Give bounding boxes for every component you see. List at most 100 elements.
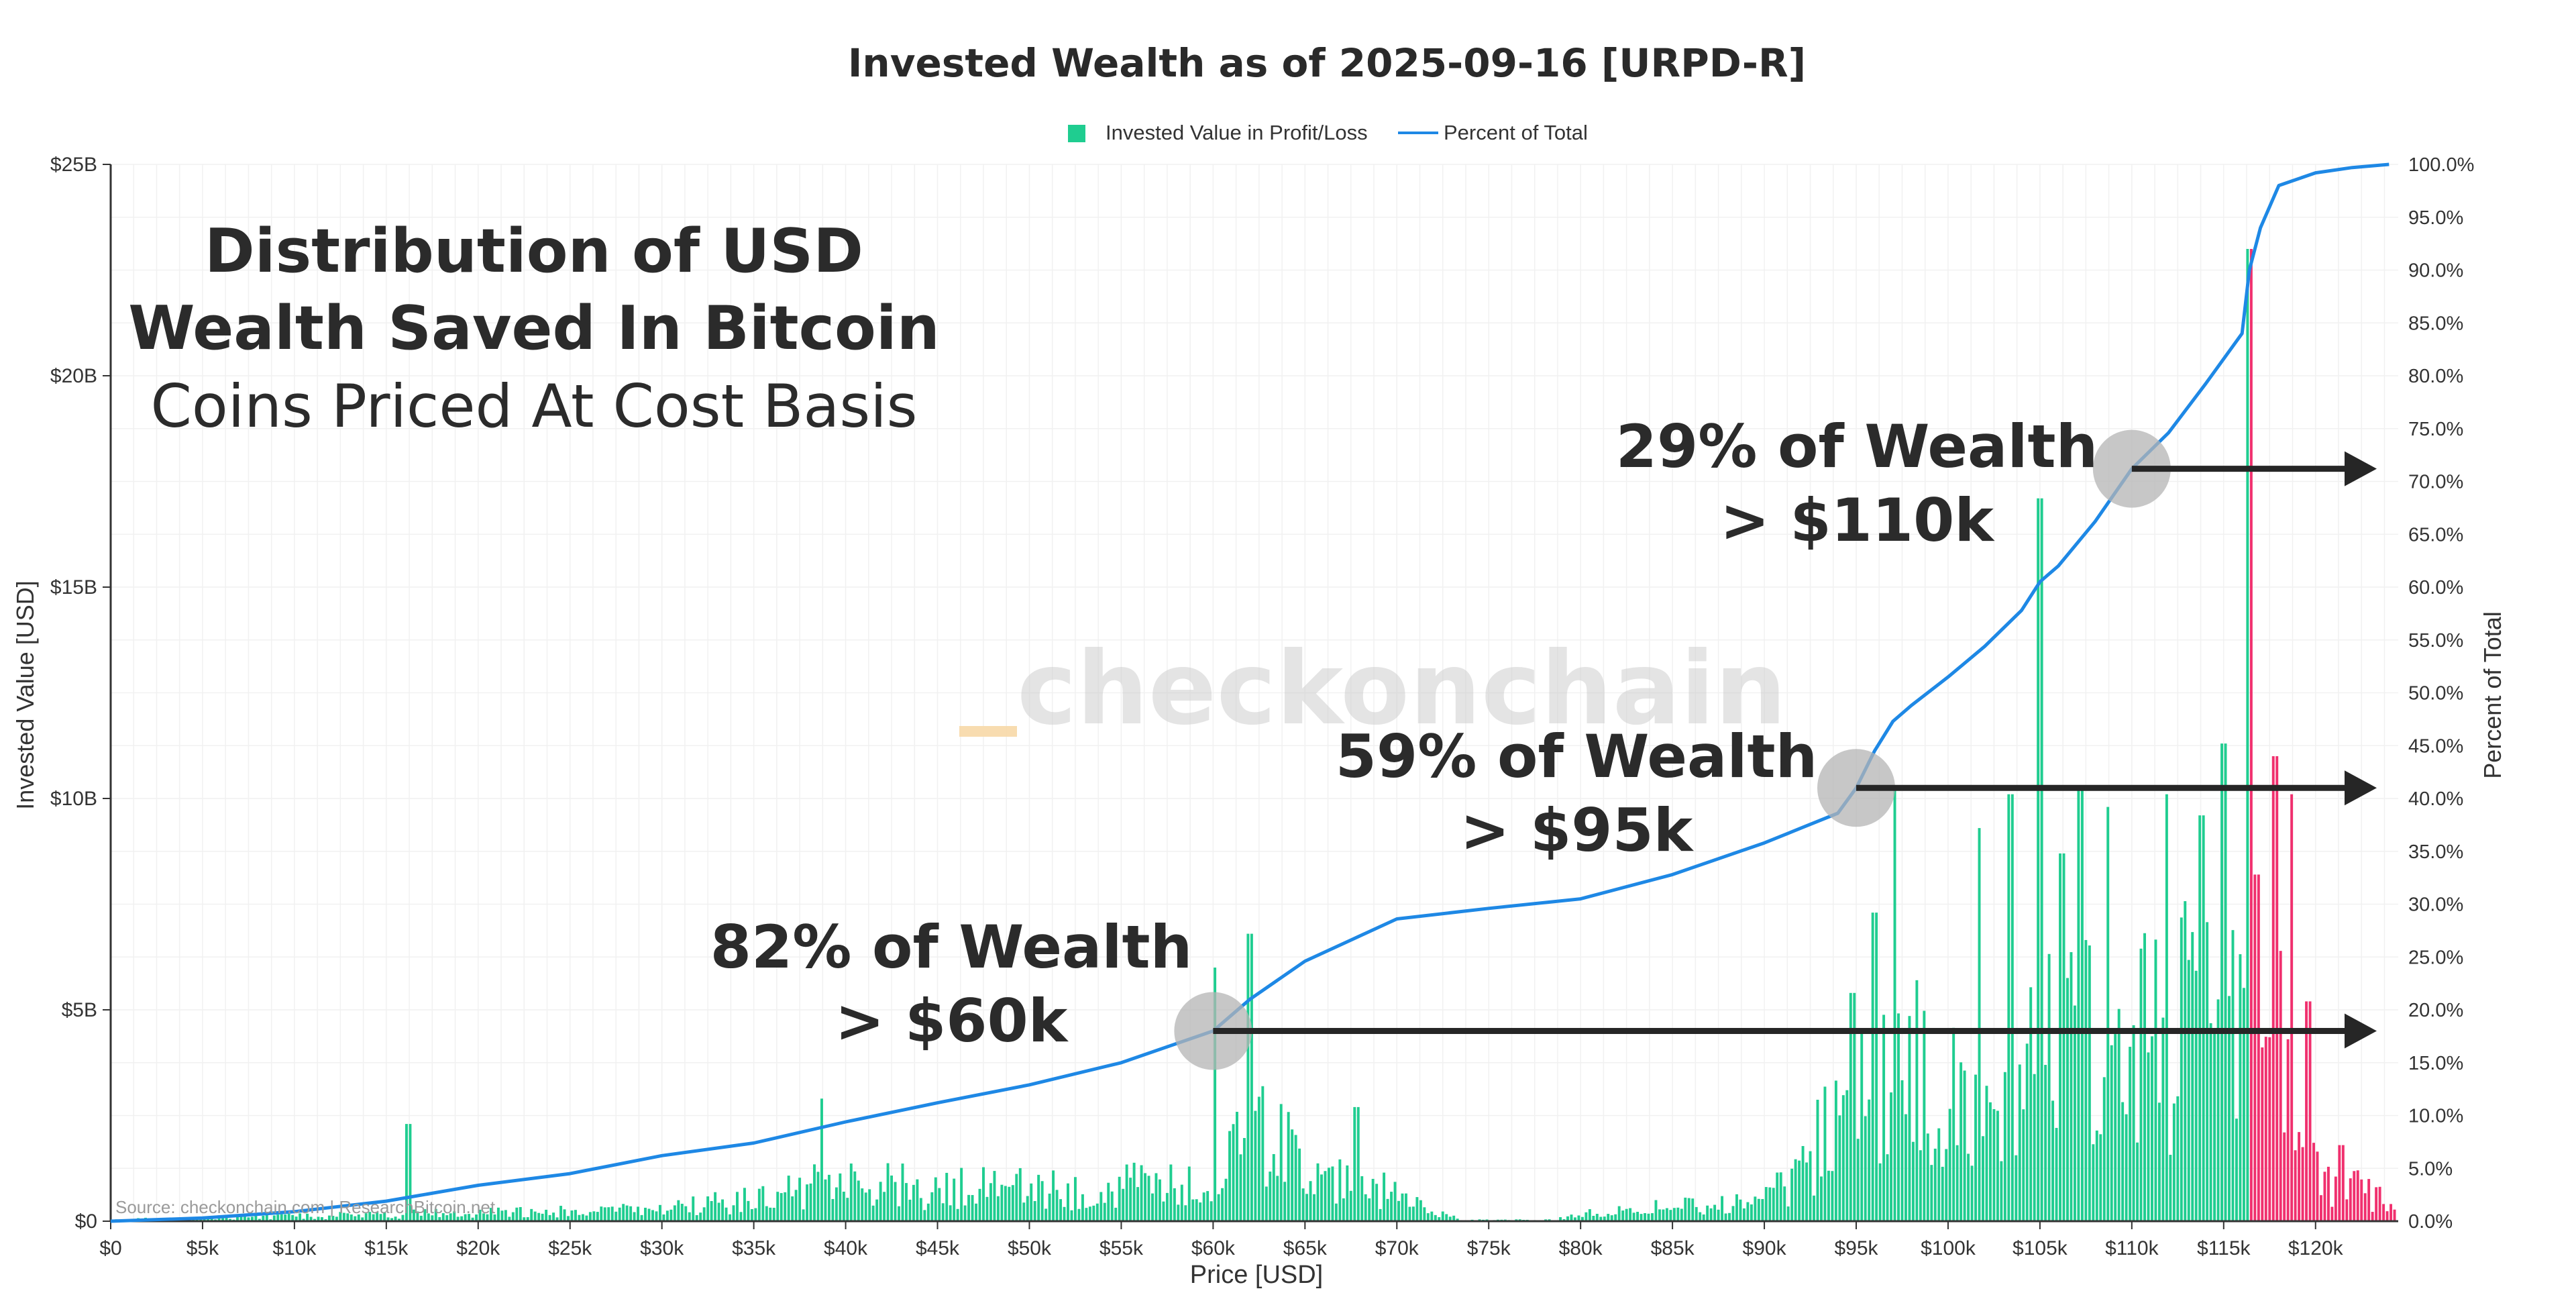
bar: [412, 1209, 415, 1221]
bar: [207, 1219, 210, 1221]
bar: [1434, 1214, 1437, 1221]
bar: [827, 1174, 830, 1221]
y-tick-label: $10B: [50, 788, 97, 810]
bar: [1960, 1062, 1963, 1221]
bar: [2147, 1052, 2150, 1221]
bar: [1779, 1172, 1782, 1221]
y-tick-label: $5B: [62, 999, 97, 1021]
bar: [857, 1180, 860, 1221]
bar: [1742, 1208, 1746, 1221]
annotation-label-line2: > $95k: [1460, 796, 1695, 865]
bar: [1644, 1213, 1646, 1221]
bar: [1195, 1199, 1198, 1221]
bar: [975, 1203, 978, 1221]
bar: [1349, 1190, 1352, 1221]
bar: [1790, 1168, 1794, 1221]
panel-line3: Coins Priced At Cost Basis: [150, 372, 917, 441]
bar: [1269, 1172, 1272, 1221]
bar: [434, 1208, 437, 1221]
bar: [699, 1212, 702, 1221]
bar: [581, 1214, 584, 1221]
y2-tick-label: 85.0%: [2408, 313, 2463, 334]
bar: [806, 1184, 809, 1221]
bar: [1654, 1200, 1658, 1221]
bar: [861, 1188, 864, 1221]
bar: [1353, 1106, 1356, 1221]
bar: [798, 1178, 802, 1221]
bar: [523, 1217, 526, 1221]
bar: [2051, 1100, 2055, 1221]
bar: [2047, 953, 2051, 1221]
bar: [563, 1209, 566, 1221]
bar: [294, 1216, 298, 1221]
y2-tick-label: 35.0%: [2408, 841, 2463, 863]
bar: [2253, 874, 2257, 1221]
bar: [453, 1211, 456, 1221]
bar: [441, 1213, 445, 1221]
bar: [1996, 1110, 1999, 1221]
bar: [757, 1188, 761, 1221]
bar: [1404, 1193, 1407, 1221]
bar: [1305, 1194, 1309, 1221]
bar: [603, 1207, 606, 1221]
bar: [765, 1206, 768, 1221]
bar: [1746, 1202, 1750, 1221]
bar: [2139, 948, 2143, 1221]
bar: [390, 1218, 394, 1221]
bar: [1680, 1208, 1683, 1221]
bar: [1904, 1114, 1907, 1221]
chart-title: Invested Wealth as of 2025-09-16 [URPD-R…: [848, 40, 1806, 86]
bar: [1948, 1108, 1951, 1221]
bar: [1110, 1191, 1114, 1221]
bar: [963, 1205, 967, 1221]
bar: [732, 1205, 735, 1221]
bar: [2290, 794, 2294, 1221]
bar: [1018, 1168, 1022, 1221]
x-tick-label: $0: [99, 1237, 121, 1259]
bar: [2187, 960, 2190, 1221]
bar: [2003, 1072, 2006, 1221]
bar: [1559, 1216, 1562, 1221]
bar: [2378, 1186, 2381, 1221]
bar: [394, 1216, 397, 1221]
bar: [1695, 1206, 1698, 1221]
bar: [743, 1188, 746, 1221]
legend[interactable]: Invested Value in Profit/Loss Percent of…: [1068, 121, 1588, 144]
bar: [960, 1168, 963, 1221]
y2-tick-label: 95.0%: [2408, 207, 2463, 229]
bar: [1978, 828, 1981, 1221]
annotations: 82% of Wealth> $60k 59% of Wealth> $95k 29…: [710, 412, 2377, 1070]
bar: [1430, 1211, 1434, 1221]
bar: [1236, 1112, 1238, 1221]
bar: [673, 1205, 676, 1221]
bar: [1647, 1213, 1650, 1221]
bar: [772, 1208, 775, 1221]
bar: [1702, 1214, 1705, 1221]
bar: [1040, 1181, 1044, 1221]
bar: [1890, 1092, 1893, 1221]
bar: [309, 1216, 313, 1221]
bar: [886, 1163, 890, 1221]
bar: [2279, 951, 2282, 1221]
bar: [1967, 1153, 1970, 1221]
bar: [1067, 1183, 1069, 1221]
bar: [1165, 1192, 1169, 1221]
bar: [2198, 815, 2202, 1221]
bar: [1125, 1164, 1128, 1221]
bar: [1033, 1200, 1036, 1221]
bar: [1026, 1196, 1029, 1221]
annotation-label-line2: > $110k: [1720, 486, 1995, 555]
bar: [1783, 1186, 1786, 1221]
bar: [1441, 1211, 1444, 1221]
legend-label-invested-value[interactable]: Invested Value in Profit/Loss: [1106, 121, 1368, 144]
bar: [2246, 249, 2249, 1221]
legend-label-percent-of-total[interactable]: Percent of Total: [1444, 121, 1588, 144]
bar: [1893, 790, 1896, 1221]
bar: [802, 1209, 805, 1221]
bar: [2000, 1161, 2003, 1221]
bar: [1151, 1193, 1154, 1221]
bar: [1585, 1212, 1588, 1221]
bar: [1246, 933, 1250, 1221]
bar: [2283, 1132, 2286, 1221]
